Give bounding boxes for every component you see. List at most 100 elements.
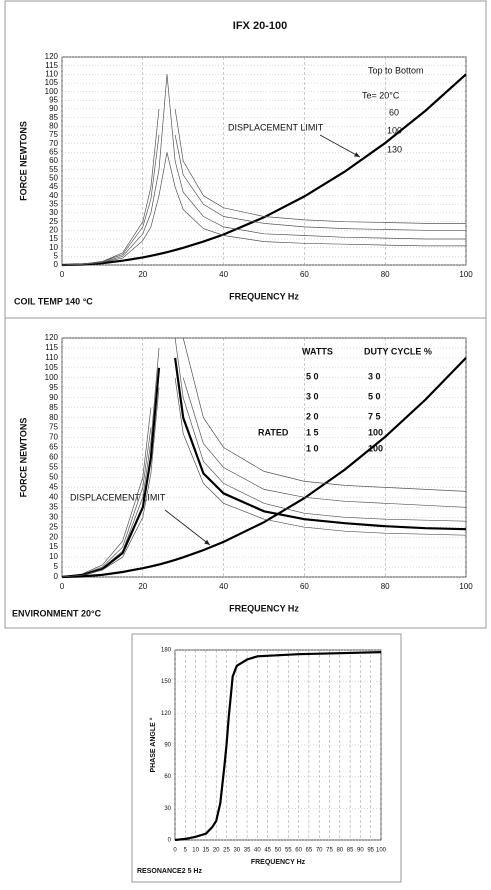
y-axis-label: FORCE NEWTONS bbox=[18, 418, 28, 498]
table-header: WATTS bbox=[302, 346, 333, 356]
annotation: Top to Bottom bbox=[368, 65, 424, 75]
chart-title: IFX 20-100 bbox=[233, 20, 287, 32]
y-tick-label: 40 bbox=[49, 191, 58, 200]
y-tick-label: 5 bbox=[54, 251, 59, 260]
x-tick-label: 20 bbox=[138, 270, 147, 279]
x-tick-label: 60 bbox=[300, 582, 309, 591]
curve bbox=[61, 74, 466, 266]
annotation: 60 bbox=[389, 107, 399, 117]
x-tick-label: 100 bbox=[376, 848, 387, 854]
x-tick-label: 80 bbox=[381, 582, 390, 591]
curve bbox=[61, 377, 467, 578]
curve bbox=[174, 651, 382, 842]
y-tick-label: 30 bbox=[49, 512, 58, 521]
x-tick-label: 85 bbox=[347, 848, 354, 854]
table-cell: 5 0 bbox=[368, 391, 381, 401]
x-tick-label: 100 bbox=[459, 270, 473, 279]
y-tick-label: 15 bbox=[49, 234, 58, 243]
y-tick-label: 95 bbox=[49, 95, 58, 104]
pointer bbox=[319, 134, 361, 158]
table-cell: 100 bbox=[368, 427, 383, 437]
x-axis-label: FREQUENCY Hz bbox=[229, 291, 299, 301]
x-tick-label: 70 bbox=[316, 848, 323, 854]
x-tick-label: 20 bbox=[213, 848, 220, 854]
y-tick-label: 0 bbox=[168, 838, 172, 844]
x-tick-label: 80 bbox=[336, 848, 343, 854]
y-tick-label: 40 bbox=[49, 492, 58, 501]
y-tick-label: 60 bbox=[49, 453, 58, 462]
y-tick-label: 70 bbox=[49, 139, 58, 148]
table-cell: 3 0 bbox=[306, 391, 319, 401]
x-tick-label: 40 bbox=[254, 848, 261, 854]
y-tick-label: 90 bbox=[49, 393, 58, 402]
y-tick-label: 30 bbox=[164, 806, 171, 812]
y-tick-label: 60 bbox=[164, 774, 171, 780]
y-tick-label: 30 bbox=[49, 208, 58, 217]
y-tick-label: 35 bbox=[49, 199, 58, 208]
table-cell: 5 0 bbox=[306, 371, 319, 381]
y-tick-label: 100 bbox=[45, 373, 59, 382]
y-axis-label: PHASE ANGLE ° bbox=[149, 717, 157, 772]
table-cell: 1 5 bbox=[306, 427, 319, 437]
y-tick-label: 10 bbox=[49, 243, 58, 252]
x-axis-label: FREQUENCY Hz bbox=[251, 859, 306, 866]
x-tick-label: 30 bbox=[233, 848, 240, 854]
x-tick-label: 15 bbox=[203, 848, 210, 854]
x-tick-label: 20 bbox=[138, 582, 147, 591]
y-tick-label: 45 bbox=[49, 182, 58, 191]
y-tick-label: 5 bbox=[54, 562, 59, 571]
y-tick-label: 65 bbox=[49, 443, 58, 452]
x-tick-label: 0 bbox=[60, 270, 65, 279]
pointer bbox=[164, 509, 211, 546]
x-tick-label: 10 bbox=[192, 848, 199, 854]
y-tick-label: 25 bbox=[49, 522, 58, 531]
x-tick-label: 90 bbox=[357, 848, 364, 854]
y-tick-label: 115 bbox=[45, 61, 58, 70]
y-tick-label: 70 bbox=[49, 433, 58, 442]
y-tick-label: 55 bbox=[49, 165, 58, 174]
y-tick-label: 75 bbox=[49, 130, 58, 139]
footer: COIL TEMP 140 °C bbox=[14, 296, 93, 306]
table-cell: 1 0 bbox=[306, 443, 319, 453]
y-tick-label: 115 bbox=[45, 343, 58, 352]
x-tick-label: 40 bbox=[219, 582, 228, 591]
curve bbox=[61, 152, 466, 266]
y-tick-label: 120 bbox=[161, 711, 172, 717]
y-tick-label: 45 bbox=[49, 482, 58, 491]
y-tick-label: 110 bbox=[45, 353, 58, 362]
y-tick-label: 50 bbox=[49, 473, 58, 482]
y-tick-label: 120 bbox=[45, 52, 59, 61]
y-tick-label: 85 bbox=[49, 403, 58, 412]
table-cell: 3 0 bbox=[368, 371, 381, 381]
y-axis-label: FORCE NEWTONS bbox=[18, 121, 28, 201]
y-tick-label: 10 bbox=[49, 552, 58, 561]
y-tick-label: 110 bbox=[45, 69, 58, 78]
annotation: DISPLACEMENT LIMIT bbox=[70, 492, 166, 502]
curve bbox=[61, 357, 467, 579]
y-tick-label: 80 bbox=[49, 121, 58, 130]
x-tick-label: 25 bbox=[223, 848, 230, 854]
y-tick-label: 150 bbox=[161, 679, 172, 685]
frame bbox=[4, 0, 487, 629]
table-row-label: RATED bbox=[258, 427, 289, 437]
y-tick-label: 0 bbox=[54, 260, 59, 269]
annotation: 100 bbox=[387, 125, 402, 135]
y-tick-label: 0 bbox=[54, 572, 59, 581]
y-tick-label: 20 bbox=[49, 532, 58, 541]
frame bbox=[131, 633, 402, 883]
x-tick-label: 95 bbox=[367, 848, 374, 854]
x-tick-label: 0 bbox=[173, 848, 177, 854]
x-tick-label: 40 bbox=[219, 270, 228, 279]
x-tick-label: 0 bbox=[60, 582, 65, 591]
footer: ENVIRONMENT 20°C bbox=[12, 608, 102, 618]
y-tick-label: 60 bbox=[49, 156, 58, 165]
y-tick-label: 95 bbox=[49, 383, 58, 392]
y-tick-label: 90 bbox=[164, 743, 171, 749]
annotation: Te= 20°C bbox=[362, 90, 400, 100]
x-tick-label: 75 bbox=[326, 848, 333, 854]
y-tick-label: 55 bbox=[49, 463, 58, 472]
table-cell: 7 5 bbox=[368, 411, 381, 421]
y-tick-label: 105 bbox=[45, 78, 59, 87]
x-axis-label: FREQUENCY Hz bbox=[229, 603, 299, 613]
